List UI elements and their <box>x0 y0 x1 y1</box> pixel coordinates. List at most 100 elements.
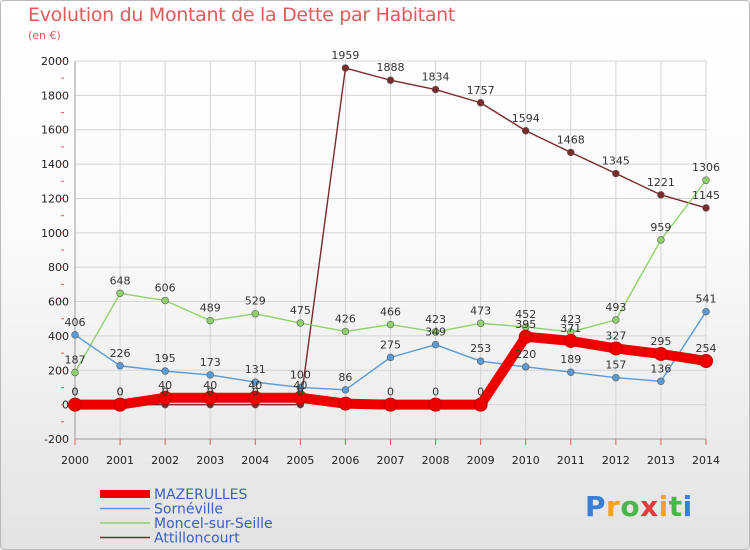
data-label: 0 <box>72 386 79 399</box>
data-point <box>248 390 263 405</box>
data-label: 606 <box>155 282 176 295</box>
data-point <box>702 204 710 212</box>
data-label: 173 <box>200 356 221 369</box>
data-label: 0 <box>477 386 484 399</box>
data-point <box>612 373 620 382</box>
data-point <box>341 386 350 394</box>
data-label: 1345 <box>602 155 630 168</box>
data-point <box>657 236 665 244</box>
data-label: 1888 <box>377 61 405 74</box>
data-point <box>702 307 710 316</box>
data-label: 220 <box>515 348 536 361</box>
data-point <box>473 397 488 412</box>
data-point <box>608 341 623 356</box>
x-tick-label: 2007 <box>377 454 405 467</box>
data-label: 0 <box>117 386 124 399</box>
data-point <box>612 169 620 178</box>
data-point <box>476 99 485 107</box>
data-point <box>431 340 440 349</box>
y-tick-label: 200 <box>48 364 69 377</box>
data-label: 489 <box>200 302 221 315</box>
data-point <box>476 319 485 328</box>
x-tick-label: 2003 <box>196 454 224 467</box>
data-label: 275 <box>380 338 401 351</box>
data-label: 327 <box>605 329 626 342</box>
data-label: 1594 <box>512 112 540 125</box>
data-point <box>68 397 82 412</box>
data-label: 0 <box>432 386 439 399</box>
data-label: 40 <box>158 379 172 392</box>
data-point <box>206 371 214 379</box>
data-label: 1306 <box>692 161 720 174</box>
data-point <box>431 85 440 94</box>
data-point <box>386 353 395 362</box>
y-tick-label: 2000 <box>41 55 69 68</box>
data-label: 371 <box>560 322 581 335</box>
x-tick-label: 2014 <box>692 454 720 467</box>
data-label: 452 <box>515 308 536 321</box>
data-label: 493 <box>605 301 626 314</box>
data-point <box>657 191 665 199</box>
data-label: 395 <box>515 318 536 331</box>
data-point <box>71 368 79 377</box>
data-label: 189 <box>560 353 581 366</box>
data-label: 529 <box>245 295 266 308</box>
series-layer <box>68 64 713 412</box>
logo-letter: t <box>668 490 683 523</box>
data-point <box>116 289 124 297</box>
data-label: 0 <box>207 386 214 399</box>
data-label: 1221 <box>647 176 675 189</box>
proxiti-logo: Proxiti <box>585 490 693 523</box>
legend: MAZERULLESSornévilleMoncel-sur-SeilleAtt… <box>100 487 273 547</box>
legend-label: Sornéville <box>154 502 223 518</box>
data-label: 131 <box>245 363 266 376</box>
data-label: 959 <box>650 221 671 234</box>
x-tick-label: 2012 <box>602 454 630 467</box>
data-label: 426 <box>335 312 356 325</box>
data-point <box>251 378 259 386</box>
data-label: 195 <box>155 352 176 365</box>
data-point <box>341 327 350 336</box>
data-label: 86 <box>338 371 352 384</box>
data-label: 648 <box>110 274 131 287</box>
data-point <box>386 320 395 329</box>
data-label: 1468 <box>557 133 585 146</box>
data-point <box>383 397 398 412</box>
y-tick-label: 1000 <box>41 227 69 240</box>
logo-letter: i <box>682 490 693 523</box>
y-tick-label: 1200 <box>41 192 69 205</box>
logo-letter: x <box>640 490 659 523</box>
data-label: 406 <box>65 316 86 329</box>
data-label: 475 <box>290 304 311 317</box>
chart-subtitle: (en €) <box>28 29 61 42</box>
data-point <box>161 367 169 375</box>
grid-layer <box>74 60 707 440</box>
x-tick-label: 2002 <box>151 454 179 467</box>
x-tick-label: 2006 <box>331 454 359 467</box>
data-point <box>293 390 308 405</box>
data-point <box>567 148 575 157</box>
data-label: 136 <box>650 362 671 375</box>
x-tick-label: 2000 <box>61 454 89 467</box>
data-label: 423 <box>425 313 446 326</box>
data-point <box>431 328 440 336</box>
data-label: 1834 <box>422 71 450 84</box>
data-label: 349 <box>425 326 446 339</box>
x-tick-label: 2004 <box>241 454 269 467</box>
data-point <box>428 397 443 412</box>
logo-letter: o <box>620 490 641 523</box>
x-tick-label: 2013 <box>647 454 675 467</box>
data-point <box>161 296 169 305</box>
data-label: 253 <box>470 342 491 355</box>
data-label: 226 <box>110 347 131 360</box>
y-tick-label: 600 <box>48 296 69 309</box>
x-tick-label: 2001 <box>106 454 134 467</box>
data-point <box>71 331 79 339</box>
data-point <box>296 319 305 327</box>
data-label: 1145 <box>692 189 720 202</box>
data-point <box>653 346 668 361</box>
legend-label: MAZERULLES <box>154 487 248 503</box>
data-label: 423 <box>560 313 581 326</box>
data-point <box>386 76 395 84</box>
data-label: 0 <box>162 386 169 399</box>
